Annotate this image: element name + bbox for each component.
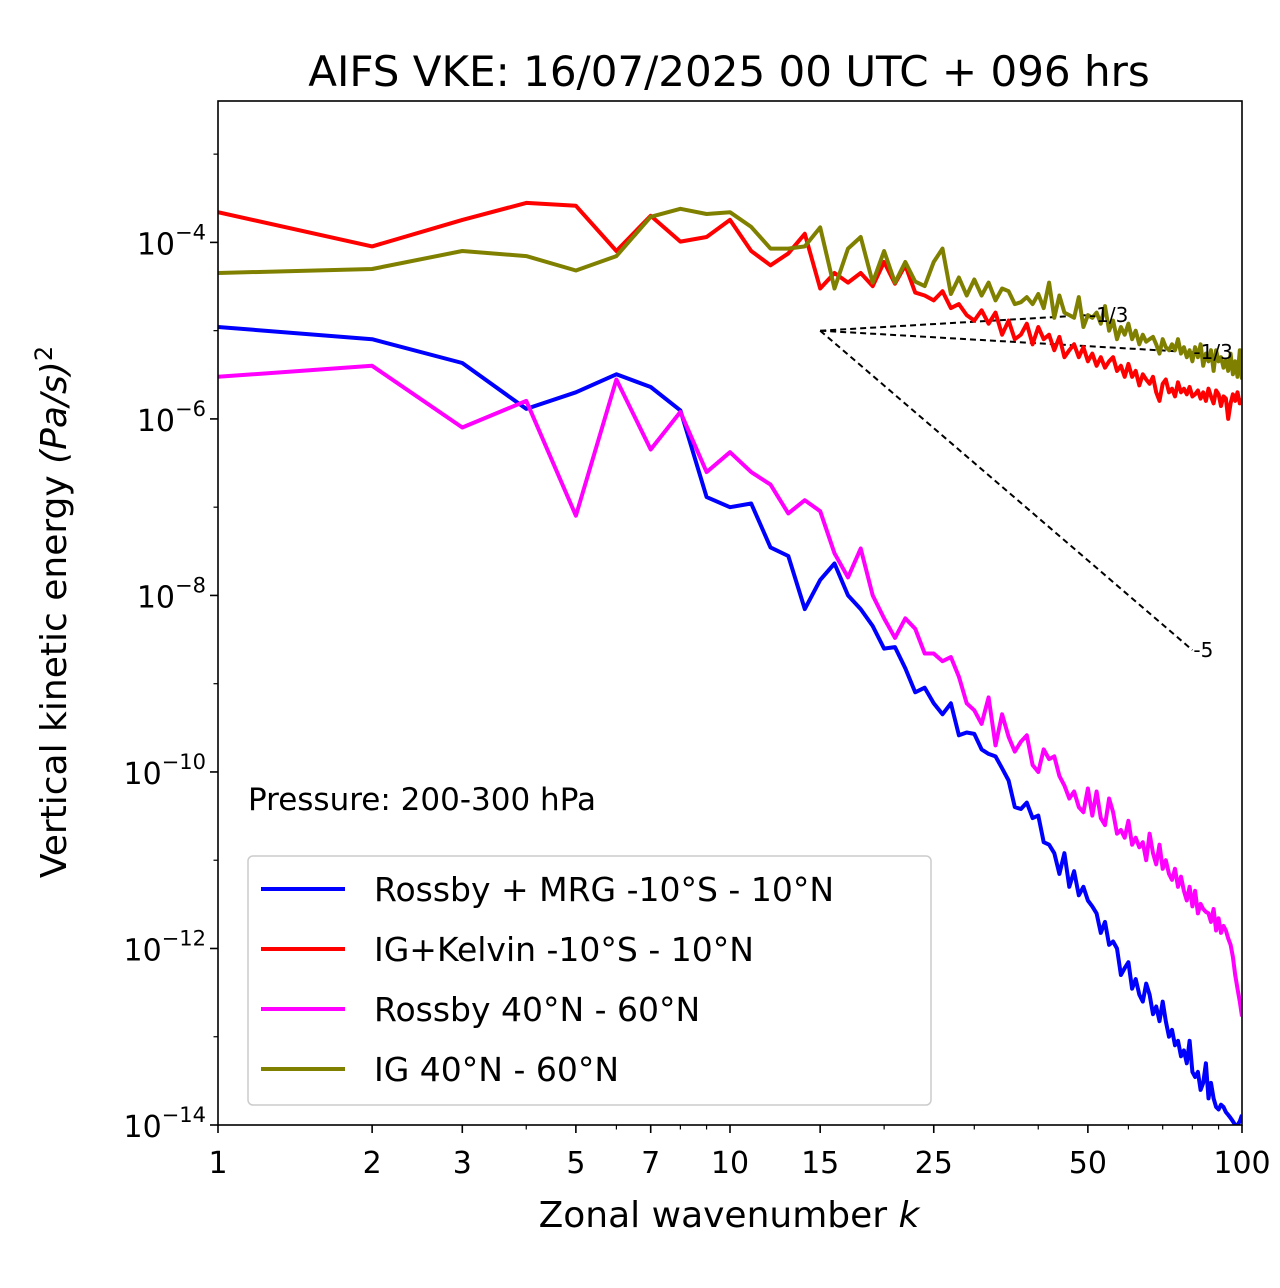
x-axis-label-text: Zonal wavenumber [539, 1195, 899, 1236]
series-line-rossby-40-n-60-n [218, 363, 1242, 1017]
x-tick-label-100: 100 [1213, 1146, 1270, 1181]
y-tick-label: 10−14 [123, 1103, 206, 1145]
reference-line-1 [820, 314, 1088, 332]
legend-label-ig-kelvin-10-s-10-n: IG+Kelvin -10°S - 10°N [374, 930, 754, 969]
x-axis-label-var: k [899, 1195, 922, 1236]
chart-title: AIFS VKE: 16/07/2025 00 UTC + 096 hrs [308, 47, 1150, 96]
x-axis-label: Zonal wavenumber k [539, 1195, 922, 1236]
x-tick-label-50: 50 [1069, 1146, 1107, 1181]
reference-line-label-2: -1/3 [1193, 340, 1232, 364]
y-tick-label: 10−12 [123, 926, 206, 968]
x-tick-label-3: 3 [453, 1146, 472, 1181]
legend-label-rossby-40-n-60-n: Rossby 40°N - 60°N [374, 990, 700, 1029]
y-tick-label: 10−10 [123, 750, 206, 792]
y-axis-label-var: (Pa/s) [34, 361, 75, 464]
x-tick-label-7: 7 [641, 1146, 660, 1181]
legend: Rossby + MRG -10°S - 10°N IG+Kelvin -10°S… [247, 855, 932, 1106]
y-tick-label: 10−4 [137, 220, 206, 262]
x-tick-label-15: 15 [801, 1146, 839, 1181]
x-tick-label-10: 10 [711, 1146, 749, 1181]
legend-box [247, 855, 932, 1106]
pressure-annotation: Pressure: 200-300 hPa [248, 782, 596, 818]
x-tick-label-1: 1 [208, 1146, 227, 1181]
axis-ticks: -1/3 -1/3 -5 1 2 3 5 7 10 15 25 50 100 10−14 10−12 10−1… [123, 153, 1271, 1181]
y-axis-label-text: Vertical kinetic energy [34, 464, 75, 878]
reference-line-label-3: -5 [1193, 638, 1213, 662]
reference-line-label-1: -1/3 [1089, 303, 1128, 327]
x-tick-label-25: 25 [915, 1146, 953, 1181]
y-tick-label: 10−6 [137, 397, 206, 439]
plot-area [218, 200, 1242, 1125]
series-line-ig-kelvin-10-s-10-n [218, 200, 1242, 421]
legend-label-ig-40-n-60-n: IG 40°N - 60°N [374, 1050, 619, 1089]
y-tick-label: 10−8 [137, 573, 206, 615]
series-line-rossby-mrg-10-s-10-n [218, 325, 1242, 1125]
y-axis-label: Vertical kinetic energy (Pa/s)2 [30, 346, 75, 878]
x-tick-label-2: 2 [363, 1146, 382, 1181]
series-line-ig-40-n-60-n [218, 206, 1242, 380]
y-axis-label-exponent: 2 [30, 346, 58, 361]
legend-label-rossby-mrg-10-s-10-n: Rossby + MRG -10°S - 10°N [374, 870, 834, 909]
reference-line-2 [820, 329, 1193, 354]
x-tick-label-5: 5 [566, 1146, 585, 1181]
reference-line-3 [819, 329, 1194, 651]
